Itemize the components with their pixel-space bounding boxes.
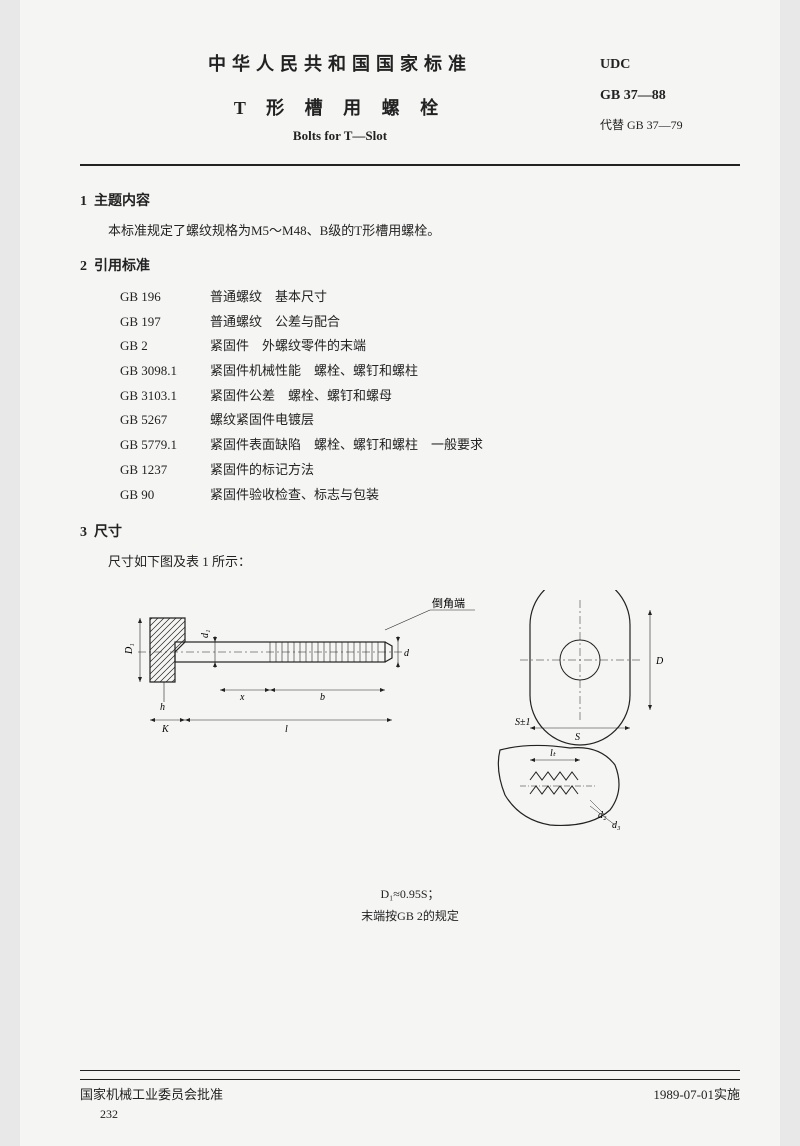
formula-line2: 末端按GB 2的规定 [80,906,740,928]
label-D: D [655,656,664,667]
effective-date: 1989-07-01实施 [653,1084,740,1103]
reference-code: GB 1237 [120,458,210,483]
reference-desc: 普通螺纹 公差与配合 [210,310,740,335]
reference-table: GB 196普通螺纹 基本尺寸GB 197普通螺纹 公差与配合GB 2紧固件 外… [120,285,740,507]
reference-code: GB 5779.1 [120,433,210,458]
reference-desc: 普通螺纹 基本尺寸 [210,285,740,310]
reference-row: GB 197普通螺纹 公差与配合 [120,310,740,335]
header-rule [80,164,740,166]
reference-code: GB 196 [120,285,210,310]
reference-code: GB 90 [120,483,210,508]
label-l: l [285,724,288,735]
section1-body: 本标准规定了螺纹规格为M5～M48、B级的T形槽用螺栓。 [108,220,740,239]
end-view: D S S±1 [515,590,664,745]
formula-line1: D₁≈0.95S； [80,884,740,906]
reference-desc: 紧固件 外螺纹零件的末端 [210,334,740,359]
reference-row: GB 1237紧固件的标记方法 [120,458,740,483]
label-d: d [404,648,410,659]
label-S-tol: S±1 [515,717,531,728]
reference-code: GB 5267 [120,408,210,433]
section2-head: 2 引用标准 [80,255,740,275]
callout-chamfer: 倒角端 [432,597,465,610]
header-block: 中华人民共和国国家标准 T 形 槽 用 螺 栓 Bolts for T—Slot… [80,50,740,154]
reference-desc: 紧固件公差 螺栓、螺钉和螺母 [210,384,740,409]
reference-desc: 紧固件验收检查、标志与包装 [210,483,740,508]
label-h: h [160,702,165,713]
reference-desc: 紧固件机械性能 螺栓、螺钉和螺柱 [210,359,740,384]
reference-code: GB 197 [120,310,210,335]
gb-code: GB 37—88 [600,81,740,112]
reference-code: GB 3103.1 [120,384,210,409]
doc-title-en: Bolts for T—Slot [80,128,600,144]
diagram-area: D₁ d₁ d x b h [120,590,740,870]
footer: 国家机械工业委员会批准 1989-07-01实施 232 [80,1062,740,1122]
section2-num: 2 [80,259,87,274]
bolt-diagram: D₁ d₁ d x b h [120,590,680,860]
section1-title: 主题内容 [94,194,150,209]
label-D1: D₁ [124,643,135,655]
header-left: 中华人民共和国国家标准 T 形 槽 用 螺 栓 Bolts for T—Slot [80,50,600,154]
page: 中华人民共和国国家标准 T 形 槽 用 螺 栓 Bolts for T—Slot… [20,0,780,1146]
label-S: S [575,732,580,743]
label-lt: lₜ [550,748,557,759]
reference-code: GB 3098.1 [120,359,210,384]
page-number: 232 [100,1107,740,1122]
section3-head: 3 尺寸 [80,521,740,541]
footer-rule [80,1070,740,1071]
section1-head: 1 主题内容 [80,190,740,210]
reference-row: GB 196普通螺纹 基本尺寸 [120,285,740,310]
reference-desc: 紧固件的标记方法 [210,458,740,483]
reference-row: GB 90紧固件验收检查、标志与包装 [120,483,740,508]
reference-row: GB 5267螺纹紧固件电镀层 [120,408,740,433]
section3-body: 尺寸如下图及表 1 所示： [108,551,740,570]
replaces-text: 代替 GB 37—79 [600,112,740,138]
footer-line: 国家机械工业委员会批准 1989-07-01实施 [80,1079,740,1103]
side-view: D₁ d₁ d x b h [124,597,475,735]
section1-num: 1 [80,194,87,209]
reference-desc: 螺纹紧固件电镀层 [210,408,740,433]
doc-title-cn: T 形 槽 用 螺 栓 [80,94,600,120]
section3-num: 3 [80,525,87,540]
approver-text: 国家机械工业委员会批准 [80,1084,223,1103]
reference-row: GB 2紧固件 外螺纹零件的末端 [120,334,740,359]
reference-row: GB 5779.1紧固件表面缺陷 螺栓、螺钉和螺柱 一般要求 [120,433,740,458]
header-right: UDC GB 37—88 代替 GB 37—79 [600,50,740,154]
section2-title: 引用标准 [94,259,150,274]
reference-row: GB 3098.1紧固件机械性能 螺栓、螺钉和螺柱 [120,359,740,384]
label-K: K [161,724,170,735]
reference-row: GB 3103.1紧固件公差 螺栓、螺钉和螺母 [120,384,740,409]
label-b: b [320,692,325,703]
udc-label: UDC [600,50,740,81]
country-title: 中华人民共和国国家标准 [80,50,600,76]
label-x: x [239,692,245,703]
reference-code: GB 2 [120,334,210,359]
formula-block: D₁≈0.95S； 末端按GB 2的规定 [80,884,740,927]
detail-view: lₜ d₂ d₃ [498,746,621,832]
section3-title: 尺寸 [94,525,122,540]
label-d3: d₃ [612,820,621,831]
reference-desc: 紧固件表面缺陷 螺栓、螺钉和螺柱 一般要求 [210,433,740,458]
label-d1: d₁ [200,630,211,638]
